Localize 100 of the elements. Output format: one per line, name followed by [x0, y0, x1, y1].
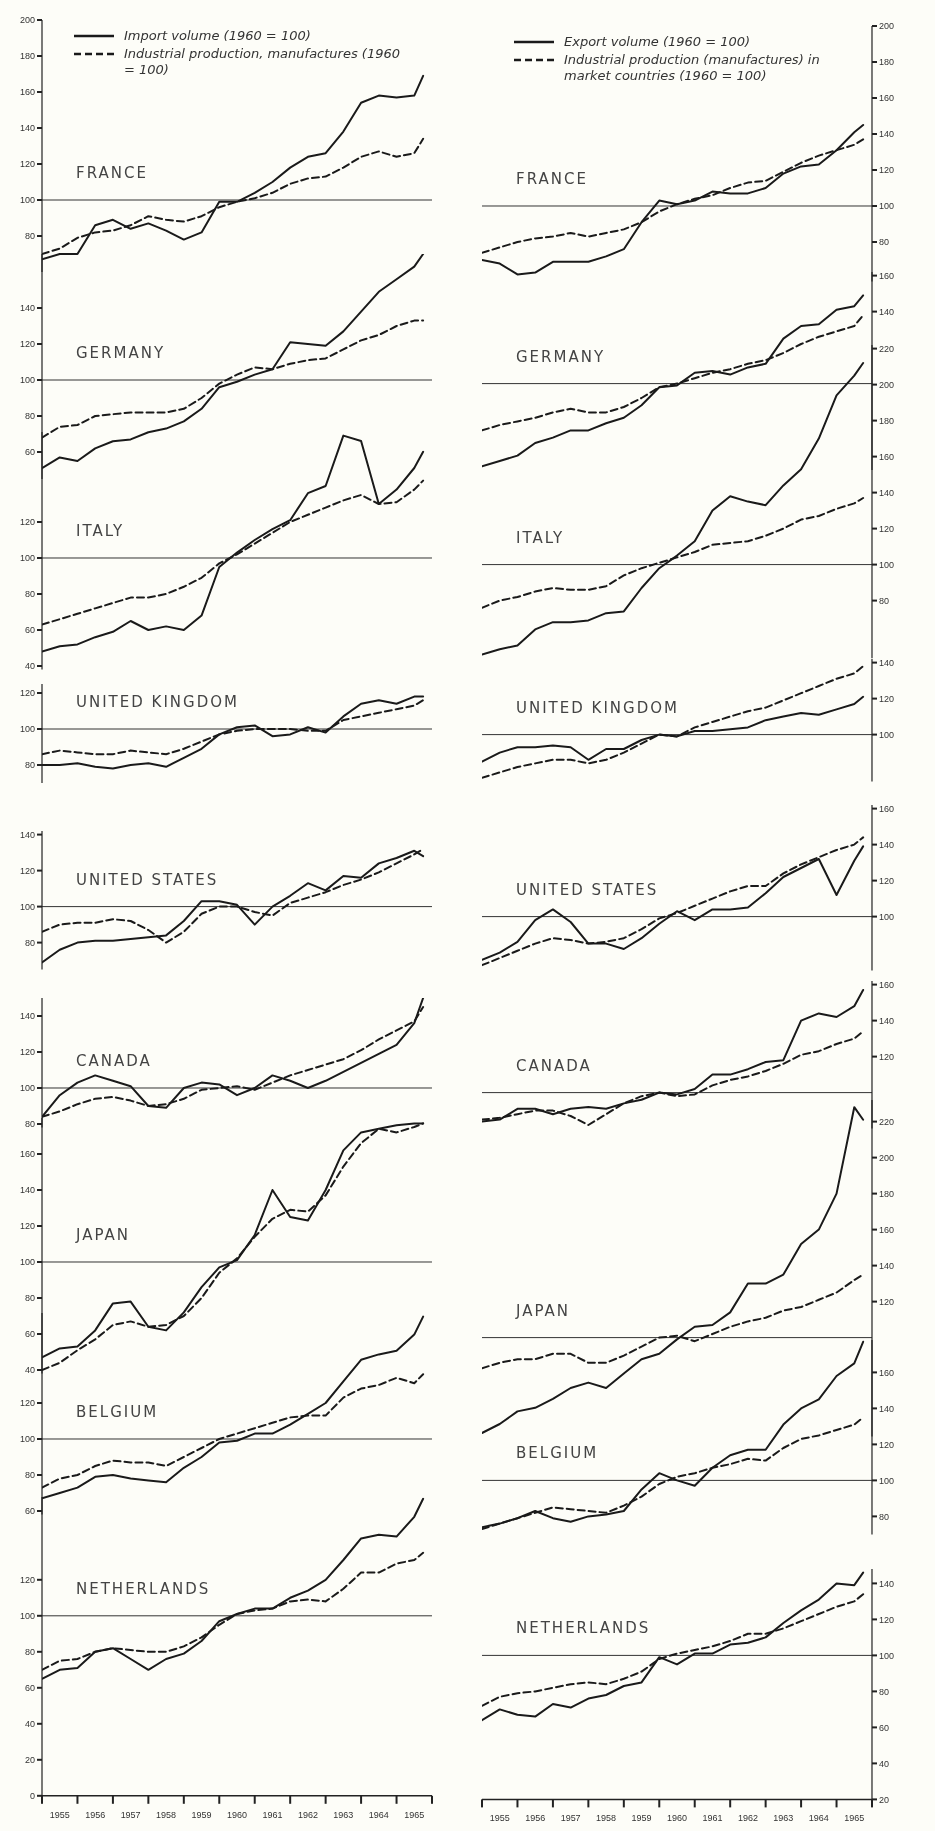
- y-tick-label: 200: [19, 15, 35, 26]
- y-tick-label: 100: [878, 559, 894, 570]
- y-tick-label: 160: [879, 1224, 894, 1235]
- x-tick-label: 1955: [489, 1813, 510, 1824]
- y-tick-label: 20: [878, 1794, 889, 1805]
- y-tick-label: 120: [19, 159, 35, 170]
- y-tick-label: 140: [20, 829, 36, 840]
- y-tick-label: 80: [25, 1470, 36, 1481]
- y-tick-label: 100: [19, 195, 35, 206]
- y-tick-label: 120: [20, 865, 36, 876]
- y-tick-label: 100: [20, 1434, 36, 1445]
- y-tick-label: 80: [25, 1646, 35, 1657]
- y-tick-label: 100: [19, 724, 35, 735]
- y-tick-label: 40: [25, 1365, 35, 1376]
- line-series: [482, 362, 865, 656]
- line-series: [482, 124, 865, 276]
- legend-label: Import volume (1960 = 100): [124, 28, 311, 44]
- text: BELGIUM: [515, 1444, 600, 1463]
- text: JAPAN: [514, 1301, 571, 1320]
- text: NETHERLANDS: [75, 1579, 212, 1598]
- y-tick-label: 220: [879, 1116, 894, 1127]
- y-tick-label: 20: [25, 1754, 35, 1765]
- y-tick-label: 60: [25, 625, 35, 636]
- y-tick-label: 120: [20, 1398, 36, 1409]
- x-tick-label: 1956: [85, 1809, 106, 1820]
- text: BELGIUM: [75, 1403, 160, 1421]
- x-tick-label: 1955: [49, 1809, 70, 1820]
- text: JAPAN: [74, 1226, 131, 1244]
- y-tick-label: 120: [878, 1439, 894, 1450]
- y-tick-label: 80: [878, 1686, 889, 1697]
- y-tick-label: 200: [878, 379, 894, 390]
- y-tick-label: 100: [878, 1475, 894, 1486]
- y-tick-label: 140: [879, 306, 895, 317]
- y-tick-label: 160: [879, 270, 895, 281]
- text: FRANCE: [515, 170, 589, 188]
- y-tick-label: 100: [878, 1650, 894, 1661]
- y-tick-label: 0: [30, 1790, 35, 1801]
- x-tick-label: 1959: [631, 1813, 652, 1824]
- x-tick-label: 1965: [844, 1813, 865, 1824]
- text: FRANCE: [75, 164, 149, 182]
- line-series: [482, 1571, 865, 1722]
- y-tick-label: 80: [879, 237, 889, 248]
- x-tick-label: 1963: [773, 1813, 794, 1824]
- y-tick-label: 80: [25, 589, 35, 600]
- y-tick-label: 80: [25, 1293, 35, 1304]
- text: GERMANY: [75, 344, 167, 362]
- y-tick-label: 160: [20, 1149, 35, 1160]
- y-tick-label: 100: [20, 1083, 36, 1094]
- text: ITALY: [75, 522, 126, 540]
- text: UNITED STATES: [515, 880, 660, 899]
- x-tick-label: 1963: [333, 1809, 354, 1820]
- y-tick-label: 100: [20, 553, 35, 564]
- y-tick-label: 160: [878, 1367, 894, 1378]
- x-tick-label: 1964: [368, 1809, 389, 1820]
- x-tick-label: 1965: [404, 1809, 425, 1820]
- y-tick-label: 60: [25, 1682, 35, 1693]
- legend-label: Export volume (1960 = 100): [564, 34, 751, 50]
- y-tick-label: 60: [878, 1722, 889, 1733]
- y-tick-label: 200: [879, 1152, 894, 1163]
- text: UNITED KINGDOM: [515, 698, 680, 717]
- y-tick-label: 140: [879, 129, 894, 140]
- text: UNITED KINGDOM: [75, 693, 240, 711]
- x-tick-label: 1961: [702, 1813, 723, 1824]
- x-tick-label: 1964: [808, 1813, 829, 1824]
- x-tick-label: 1958: [156, 1809, 177, 1820]
- y-tick-label: 120: [878, 523, 894, 534]
- y-tick-label: 120: [878, 875, 894, 886]
- text: CANADA: [75, 1052, 153, 1070]
- y-tick-label: 100: [878, 729, 894, 740]
- y-tick-label: 160: [878, 979, 894, 990]
- text: CANADA: [515, 1056, 593, 1075]
- y-tick-label: 100: [878, 911, 894, 922]
- x-tick-label: 1961: [262, 1809, 283, 1820]
- y-tick-label: 100: [19, 375, 35, 386]
- line-series: [482, 1106, 865, 1434]
- y-tick-label: 80: [25, 937, 36, 948]
- y-tick-label: 60: [24, 447, 35, 458]
- x-tick-label: 1962: [297, 1809, 318, 1820]
- y-tick-label: 120: [878, 1614, 894, 1625]
- y-tick-label: 120: [878, 1051, 894, 1062]
- y-tick-label: 140: [878, 839, 894, 850]
- x-tick-label: 1956: [525, 1813, 546, 1824]
- y-tick-label: 140: [19, 123, 35, 134]
- y-tick-label: 120: [879, 1296, 894, 1307]
- y-tick-label: 160: [878, 451, 894, 462]
- y-tick-label: 60: [25, 1506, 36, 1517]
- y-tick-label: 120: [19, 339, 35, 350]
- y-tick-label: 140: [878, 1578, 894, 1589]
- y-tick-label: 100: [20, 1610, 35, 1621]
- y-tick-label: 140: [878, 487, 894, 498]
- text: UNITED STATES: [75, 870, 220, 889]
- y-tick-label: 80: [878, 595, 889, 606]
- x-tick-label: 1958: [596, 1813, 617, 1824]
- y-tick-label: 100: [879, 201, 894, 212]
- y-tick-label: 180: [879, 57, 894, 68]
- text: GERMANY: [515, 347, 607, 366]
- y-tick-label: 40: [25, 1718, 35, 1729]
- y-tick-label: 120: [879, 165, 894, 176]
- y-tick-label: 40: [25, 661, 35, 672]
- y-tick-label: 140: [878, 1015, 894, 1026]
